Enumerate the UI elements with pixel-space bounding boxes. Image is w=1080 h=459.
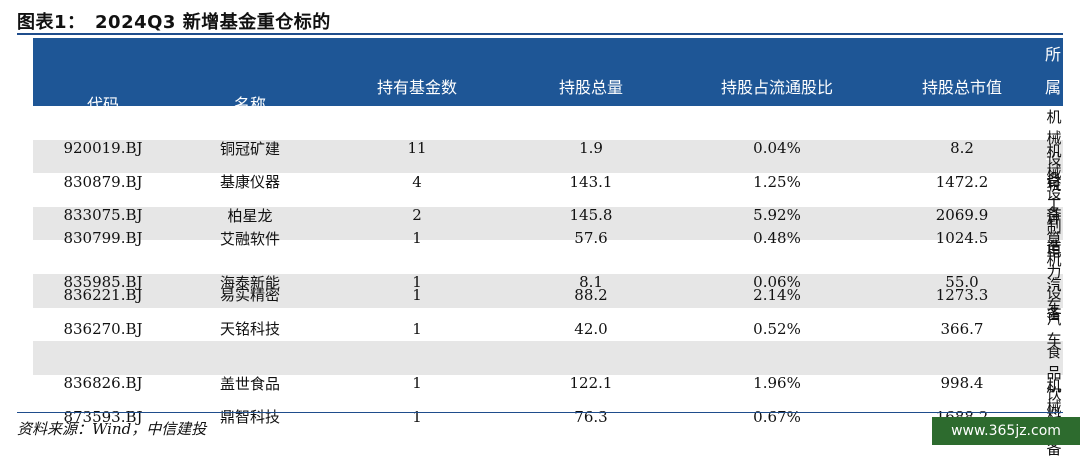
cell-market-value: 8.2 — [950, 139, 974, 157]
cell-fund-count: 11 — [407, 139, 427, 157]
cell-market-value: 55.0 — [945, 273, 979, 292]
cell-code: 836826.BJ — [63, 374, 143, 393]
header-total-shares: 持股总量 (万股) — [558, 78, 623, 130]
cell-market-value: 2069.9 — [935, 206, 989, 225]
table-row: 835985.BJ 海泰新能 1 8.1 0.06% 55.0 电力设备 — [33, 240, 1063, 323]
cell-code: 836270.BJ — [63, 319, 143, 338]
cell-industry: 机械设备 — [1046, 141, 1062, 223]
cell-total-shares: 88.2 — [574, 285, 608, 304]
cell-industry: 汽车 — [1046, 275, 1062, 315]
cell-float-ratio: 5.92% — [753, 206, 801, 225]
cell-fund-count: 1 — [412, 229, 422, 248]
table-row: 830879.BJ 基康仪器 4 143.1 1.25% 1472.2 机械设备 — [33, 139, 1063, 223]
table-body: 920019.BJ 铜冠矿建 11 1.9 0.04% 8.2 机械设备 830879.BJ 基… — [33, 106, 1063, 458]
header-float-ratio: 持股占流通股比 (%) — [720, 78, 833, 130]
cell-total-shares: 122.1 — [569, 374, 613, 393]
cell-name: 天铭科技 — [219, 320, 280, 339]
cell-name: 易实精密 — [219, 286, 280, 305]
cell-float-ratio: 0.67% — [753, 407, 801, 426]
cell-market-value: 998.4 — [940, 374, 984, 393]
cell-name: 铜冠矿建 — [219, 139, 280, 158]
cell-code: 835985.BJ — [63, 273, 143, 292]
cell-fund-count: 1 — [412, 319, 422, 338]
cell-market-value: 1273.3 — [935, 285, 989, 304]
cell-code: 830879.BJ — [63, 172, 143, 191]
cell-market-value: 1472.2 — [935, 172, 989, 191]
cell-code: 836221.BJ — [63, 285, 143, 304]
cell-fund-count: 1 — [412, 374, 422, 393]
cell-total-shares: 1.9 — [579, 139, 603, 157]
table-row: 836826.BJ 盖世食品 1 122.1 1.96% 998.4 食品饮料 — [33, 341, 1063, 424]
header-name: 名称 — [233, 94, 266, 114]
cell-name: 基康仪器 — [219, 173, 280, 192]
table-header: 代码 名称 持有基金数 （支） 持股总量 (万股) 持股占流通股比 (%) 持股… — [33, 38, 1063, 163]
cell-total-shares: 57.6 — [574, 229, 608, 248]
cell-total-shares: 76.3 — [574, 407, 608, 426]
table-row: 836221.BJ 易实精密 1 88.2 2.14% 1273.3 汽车 — [33, 273, 1063, 315]
cell-code: 830799.BJ — [63, 229, 143, 248]
cell-float-ratio: 0.06% — [753, 273, 801, 292]
figure-title: 图表1： 2024Q3 新增基金重仓标的 — [17, 12, 331, 33]
cell-industry: 机械设备 — [1046, 108, 1062, 189]
cell-total-shares: 143.1 — [569, 172, 613, 191]
cell-float-ratio: 1.96% — [753, 374, 801, 393]
cell-name: 海泰新能 — [219, 273, 280, 292]
cell-industry: 电力设备 — [1046, 242, 1062, 324]
cell-total-shares: 145.8 — [569, 206, 613, 225]
cell-market-value: 366.7 — [940, 319, 984, 338]
cell-fund-count: 1 — [412, 407, 422, 426]
cell-market-value: 1024.5 — [935, 229, 989, 248]
cell-code: 920019.BJ — [63, 139, 143, 157]
cell-float-ratio: 0.52% — [753, 319, 801, 338]
header-market-value: 持股总市值 (万元) — [921, 78, 1002, 130]
watermark: www.365jz.com — [932, 417, 1080, 445]
cell-total-shares: 42.0 — [574, 319, 608, 338]
source-divider — [17, 412, 1063, 413]
title-divider — [17, 33, 1063, 35]
cell-industry: 计算机 — [1046, 208, 1062, 269]
cell-fund-count: 4 — [412, 172, 422, 191]
cell-name: 盖世食品 — [219, 374, 280, 393]
cell-name: 艾融软件 — [219, 229, 280, 248]
cell-fund-count: 1 — [412, 273, 422, 292]
cell-industry: 轻工制造 — [1046, 175, 1062, 257]
cell-industry: 汽车 — [1046, 309, 1062, 349]
header-code: 代码 — [86, 94, 119, 114]
table-row: 920019.BJ 铜冠矿建 11 1.9 0.04% 8.2 机械设备 — [33, 106, 1063, 189]
table-row: 833075.BJ 柏星龙 2 145.8 5.92% 2069.9 轻工制造 — [33, 173, 1063, 256]
table-row: 830799.BJ 艾融软件 1 57.6 0.48% 1024.5 计算机 — [33, 206, 1063, 269]
cell-fund-count: 2 — [412, 206, 422, 225]
cell-name: 柏星龙 — [227, 206, 273, 225]
cell-code: 833075.BJ — [63, 206, 143, 225]
header-industry: 所属行业 — [1045, 45, 1062, 163]
cell-float-ratio: 1.25% — [753, 172, 801, 191]
header-fund-count: 持有基金数 （支） — [376, 78, 457, 130]
cell-float-ratio: 0.48% — [753, 229, 801, 248]
cell-float-ratio: 2.14% — [753, 285, 801, 304]
cell-fund-count: 1 — [412, 285, 422, 304]
source-note: 资料来源：Wind，中信建投 — [17, 420, 207, 438]
cell-total-shares: 8.1 — [579, 273, 603, 292]
holdings-table: 代码 名称 持有基金数 （支） 持股总量 (万股) 持股占流通股比 (%) 持股… — [33, 38, 1063, 458]
table-row: 836270.BJ 天铭科技 1 42.0 0.52% 366.7 汽车 — [33, 308, 1063, 349]
cell-float-ratio: 0.04% — [753, 139, 801, 157]
